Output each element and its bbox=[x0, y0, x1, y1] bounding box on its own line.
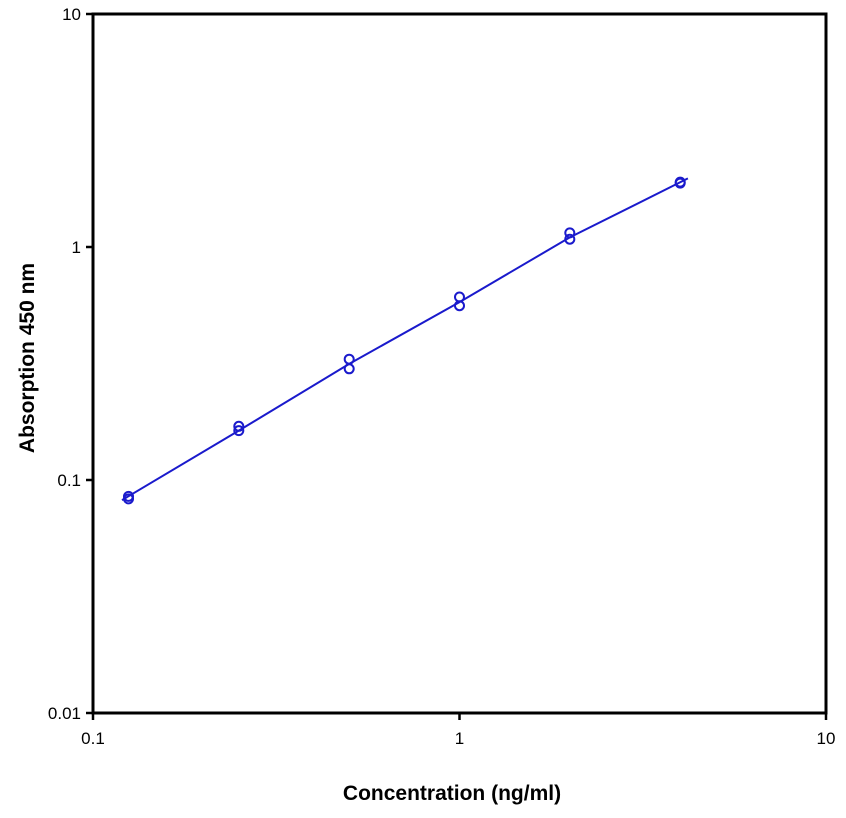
data-point bbox=[123, 490, 134, 502]
data-point bbox=[233, 425, 245, 437]
x-tick-label: 1 bbox=[455, 729, 464, 748]
y-tick-label: 0.01 bbox=[48, 704, 81, 723]
data-point bbox=[564, 227, 576, 239]
data-point bbox=[343, 363, 355, 375]
data-points-layer bbox=[123, 176, 686, 505]
x-tick-label: 10 bbox=[817, 729, 836, 748]
x-axis-title: Concentration (ng/ml) bbox=[343, 782, 561, 805]
y-tick-label: 0.1 bbox=[57, 471, 81, 490]
data-point bbox=[564, 233, 576, 245]
y-tick-label: 1 bbox=[72, 238, 81, 257]
data-point bbox=[343, 353, 355, 365]
y-axis: 0.01 0.1 1 10 bbox=[48, 5, 93, 723]
data-point bbox=[454, 291, 465, 303]
y-axis-title: Absorption 450 nm bbox=[16, 263, 39, 453]
fit-curve-layer bbox=[121, 177, 689, 501]
data-point bbox=[233, 420, 245, 432]
plot-frame bbox=[91, 12, 828, 715]
x-axis: 0.1 1 10 bbox=[81, 713, 835, 748]
x-tick-label: 0.1 bbox=[81, 729, 105, 748]
fit-curve-line bbox=[121, 177, 689, 501]
y-tick-label: 10 bbox=[62, 5, 81, 24]
data-point bbox=[674, 176, 686, 188]
